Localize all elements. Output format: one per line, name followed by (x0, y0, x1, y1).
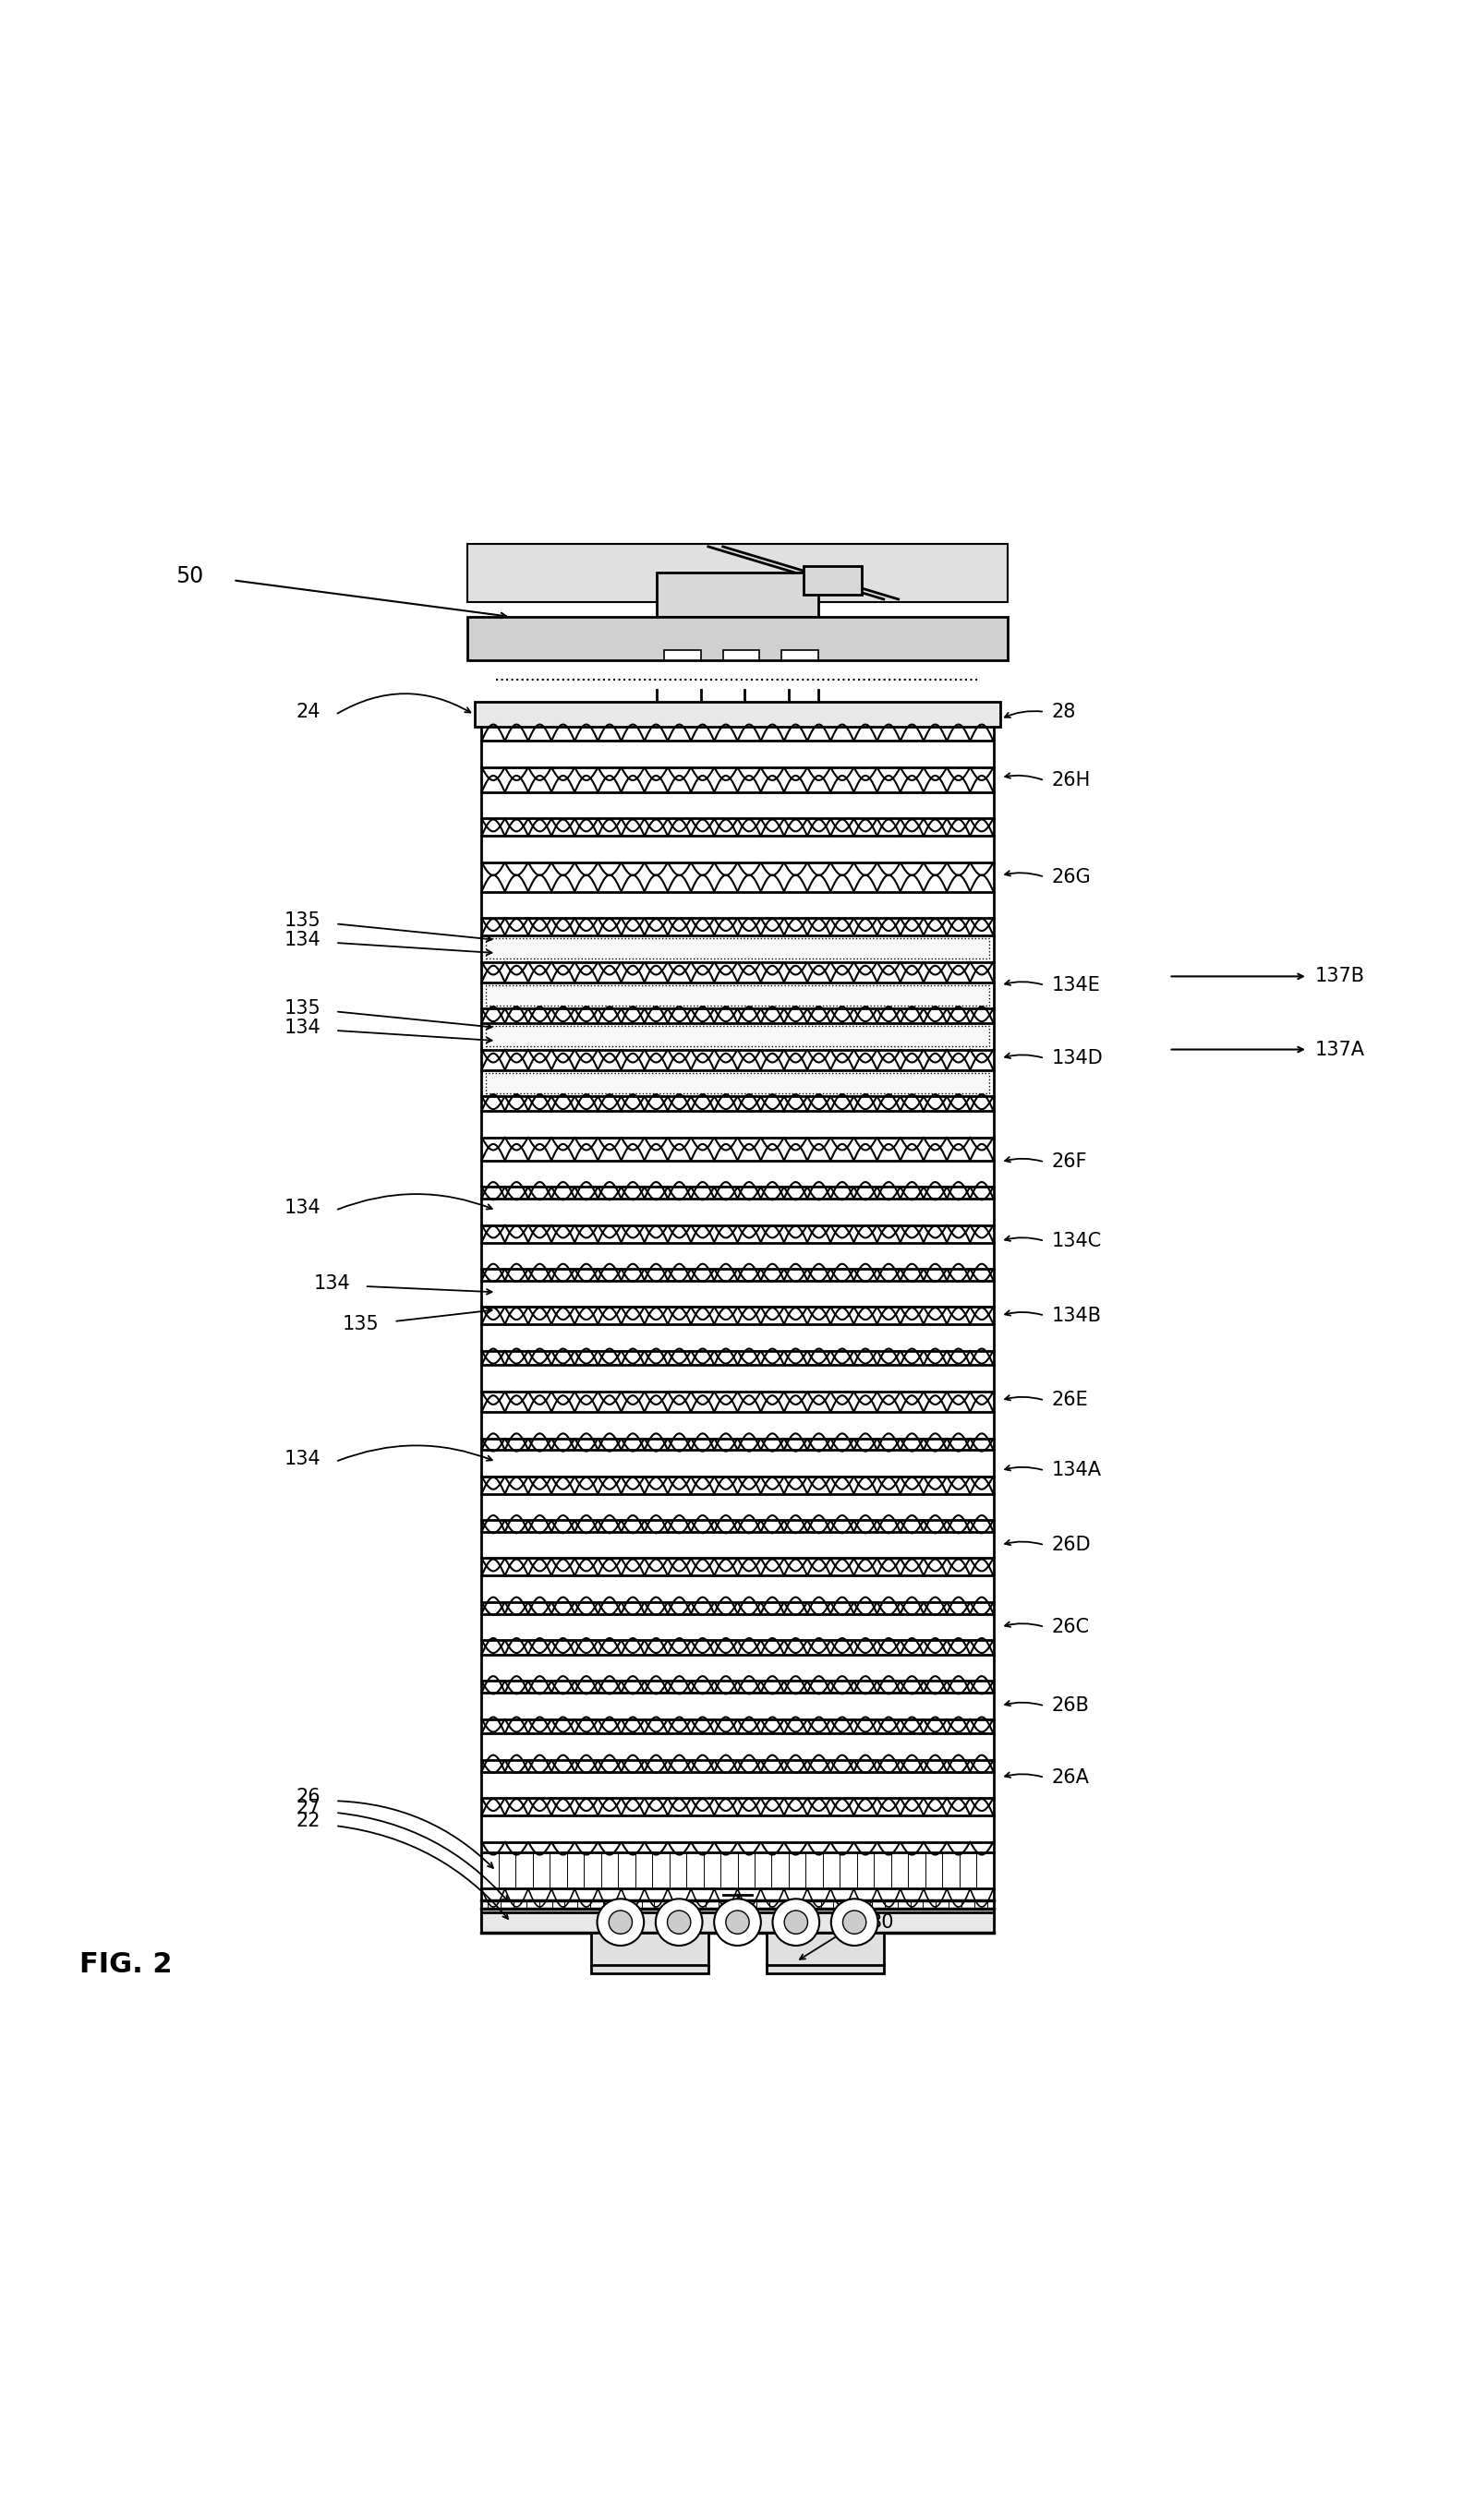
Text: 50: 50 (176, 564, 204, 587)
Bar (804, 564, 861, 595)
Text: 27: 27 (296, 1799, 320, 1817)
Bar (485, 1026, 990, 1046)
Text: 134: 134 (285, 930, 320, 950)
Text: 134C: 134C (1052, 1232, 1102, 1250)
Text: 135: 135 (342, 1315, 379, 1333)
Text: 135: 135 (285, 1000, 320, 1018)
Circle shape (655, 1900, 702, 1945)
Text: 26G: 26G (1052, 867, 1092, 887)
Circle shape (609, 1910, 633, 1933)
Bar (664, 650, 701, 660)
Text: 134B: 134B (1052, 1305, 1102, 1326)
Circle shape (842, 1910, 866, 1933)
Bar (782, 650, 819, 660)
Text: 134A: 134A (1052, 1462, 1102, 1479)
Text: 134: 134 (285, 1449, 320, 1469)
Bar (485, 1074, 990, 1094)
Bar (468, 544, 1007, 602)
Text: 26D: 26D (1052, 1535, 1092, 1555)
Circle shape (667, 1910, 690, 1933)
Circle shape (773, 1900, 820, 1945)
Text: 24: 24 (296, 703, 320, 721)
Circle shape (714, 1900, 761, 1945)
Text: 26C: 26C (1052, 1618, 1090, 1635)
Text: 22: 22 (296, 1812, 320, 1830)
Bar (485, 937, 990, 958)
Bar (482, 1913, 993, 1933)
Text: FIG. 2: FIG. 2 (80, 1950, 173, 1978)
Text: 26F: 26F (1052, 1152, 1087, 1172)
Bar (475, 701, 1000, 726)
Text: 28: 28 (1052, 703, 1077, 721)
Text: 30: 30 (869, 1913, 894, 1930)
Bar (656, 572, 819, 617)
Text: 134D: 134D (1052, 1048, 1103, 1068)
Circle shape (726, 1910, 749, 1933)
Text: 134: 134 (285, 1197, 320, 1217)
Text: 137A: 137A (1316, 1041, 1364, 1058)
Text: 137B: 137B (1316, 968, 1364, 985)
Text: 135: 135 (285, 912, 320, 930)
Circle shape (785, 1910, 808, 1933)
Circle shape (830, 1900, 878, 1945)
Bar (485, 985, 990, 1005)
Bar (767, 1933, 884, 1973)
Text: 134: 134 (313, 1275, 350, 1293)
Text: 26: 26 (296, 1787, 320, 1807)
Text: 134: 134 (285, 1018, 320, 1036)
Circle shape (597, 1900, 645, 1945)
Text: 26B: 26B (1052, 1696, 1090, 1716)
Bar (591, 1933, 708, 1973)
Text: 134E: 134E (1052, 975, 1100, 995)
Bar (468, 617, 1007, 660)
Text: 26E: 26E (1052, 1391, 1089, 1409)
Text: 26A: 26A (1052, 1769, 1090, 1787)
Bar (723, 650, 760, 660)
Text: 26H: 26H (1052, 771, 1092, 789)
